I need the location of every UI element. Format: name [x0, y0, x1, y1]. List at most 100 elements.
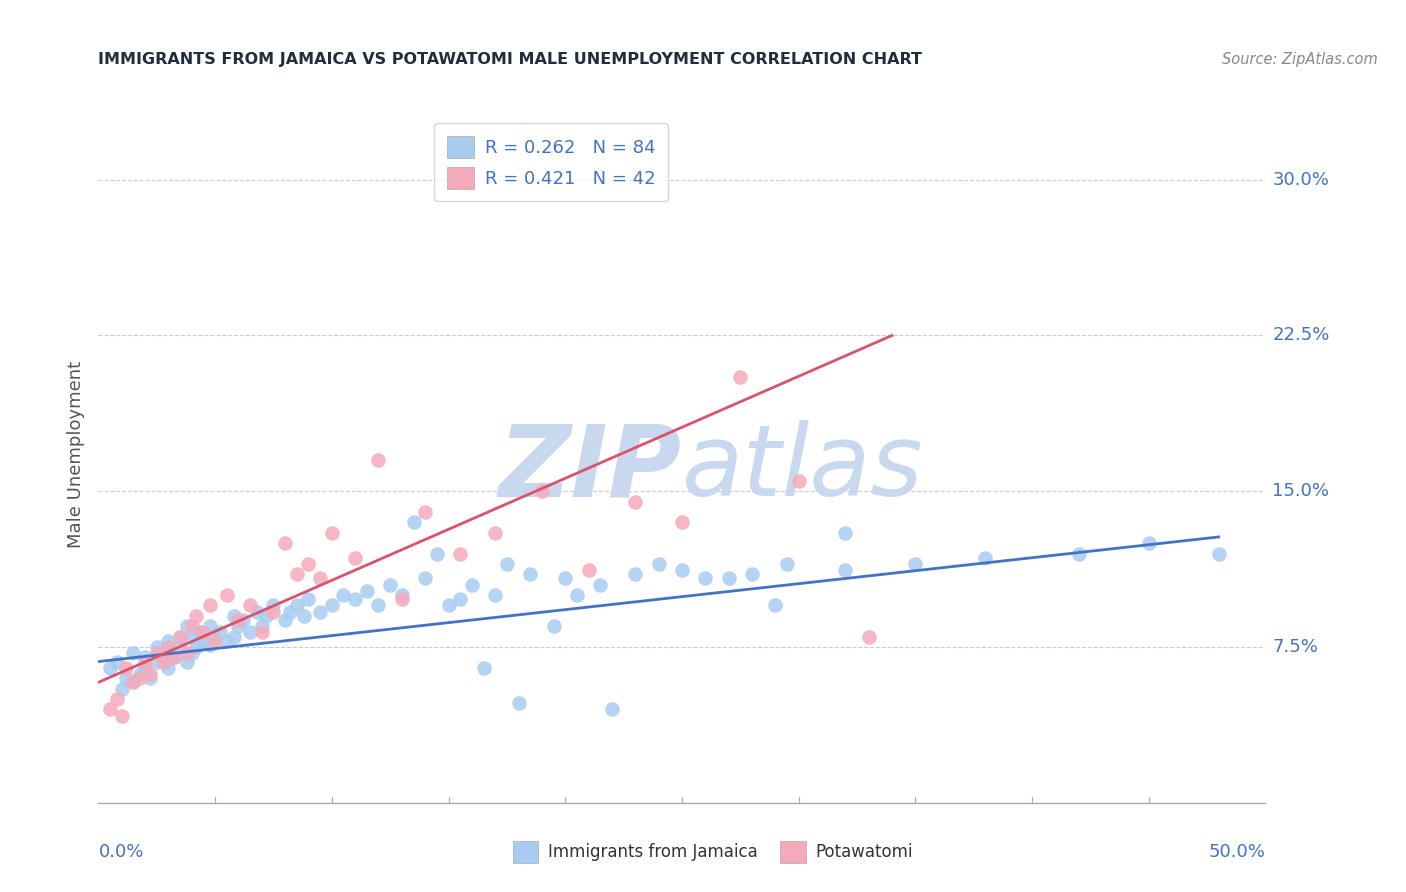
Text: IMMIGRANTS FROM JAMAICA VS POTAWATOMI MALE UNEMPLOYMENT CORRELATION CHART: IMMIGRANTS FROM JAMAICA VS POTAWATOMI MA… — [98, 52, 922, 67]
Point — [169, 630, 191, 644]
Point — [426, 547, 449, 561]
Point — [321, 599, 343, 613]
Point — [321, 525, 343, 540]
Point — [262, 599, 284, 613]
Point — [215, 588, 238, 602]
Text: 22.5%: 22.5% — [1272, 326, 1330, 344]
Point — [624, 567, 647, 582]
Point — [98, 661, 121, 675]
Point — [193, 625, 215, 640]
Point — [367, 453, 389, 467]
Point — [413, 572, 436, 586]
Point — [146, 646, 169, 660]
Point — [115, 671, 138, 685]
Point — [200, 599, 222, 613]
Point — [1067, 547, 1090, 561]
Point — [228, 613, 250, 627]
Point — [344, 592, 367, 607]
Point — [146, 640, 169, 654]
Text: 30.0%: 30.0% — [1272, 170, 1329, 189]
Text: atlas: atlas — [682, 420, 924, 517]
Point — [974, 550, 997, 565]
Point — [111, 708, 134, 723]
Point — [834, 563, 856, 577]
Legend: R = 0.262   N = 84, R = 0.421   N = 42: R = 0.262 N = 84, R = 0.421 N = 42 — [434, 123, 668, 202]
Point — [904, 557, 927, 571]
Point — [787, 474, 810, 488]
Point — [246, 605, 269, 619]
Point — [600, 702, 623, 716]
Point — [285, 599, 308, 613]
Point — [530, 484, 553, 499]
Point — [449, 547, 471, 561]
Point — [741, 567, 763, 582]
Point — [122, 675, 145, 690]
Point — [180, 619, 202, 633]
Point — [105, 692, 128, 706]
Point — [176, 646, 198, 660]
Point — [134, 655, 156, 669]
Point — [297, 592, 319, 607]
Point — [200, 619, 222, 633]
Point — [763, 599, 786, 613]
Point — [356, 584, 378, 599]
Point — [186, 640, 208, 654]
Point — [437, 599, 460, 613]
Point — [134, 650, 156, 665]
Point — [180, 646, 202, 660]
Text: 0.0%: 0.0% — [98, 843, 143, 861]
Point — [508, 696, 530, 710]
Point — [1208, 547, 1230, 561]
Y-axis label: Male Unemployment: Male Unemployment — [66, 361, 84, 549]
Point — [139, 671, 162, 685]
Point — [157, 633, 180, 648]
Point — [461, 578, 484, 592]
Point — [413, 505, 436, 519]
Point — [274, 613, 297, 627]
Point — [208, 625, 231, 640]
Text: Immigrants from Jamaica: Immigrants from Jamaica — [548, 843, 758, 861]
Point — [543, 619, 565, 633]
Point — [695, 572, 717, 586]
Point — [776, 557, 799, 571]
Point — [200, 638, 222, 652]
Point — [309, 605, 332, 619]
Point — [169, 630, 191, 644]
Point — [157, 661, 180, 675]
Point — [204, 633, 226, 648]
Point — [449, 592, 471, 607]
Point — [858, 630, 880, 644]
Point — [484, 588, 506, 602]
Point — [222, 630, 245, 644]
Point — [671, 516, 693, 530]
Point — [250, 619, 273, 633]
Point — [671, 563, 693, 577]
Point — [717, 572, 740, 586]
Point — [169, 640, 191, 654]
Point — [122, 675, 145, 690]
Point — [239, 599, 262, 613]
Point — [278, 605, 301, 619]
Point — [129, 671, 152, 685]
Point — [292, 608, 315, 623]
Text: Source: ZipAtlas.com: Source: ZipAtlas.com — [1222, 52, 1378, 67]
Point — [152, 655, 174, 669]
Point — [730, 370, 752, 384]
Point — [589, 578, 612, 592]
Point — [232, 613, 254, 627]
Text: ZIP: ZIP — [499, 420, 682, 517]
Point — [146, 655, 169, 669]
Point — [297, 557, 319, 571]
Point — [344, 550, 367, 565]
Point — [193, 633, 215, 648]
Point — [495, 557, 517, 571]
Point — [176, 619, 198, 633]
Point — [122, 646, 145, 660]
Point — [484, 525, 506, 540]
Point — [222, 608, 245, 623]
Point — [565, 588, 588, 602]
Point — [186, 608, 208, 623]
Text: Potawatomi: Potawatomi — [815, 843, 912, 861]
Text: 7.5%: 7.5% — [1272, 638, 1319, 656]
Point — [391, 592, 413, 607]
